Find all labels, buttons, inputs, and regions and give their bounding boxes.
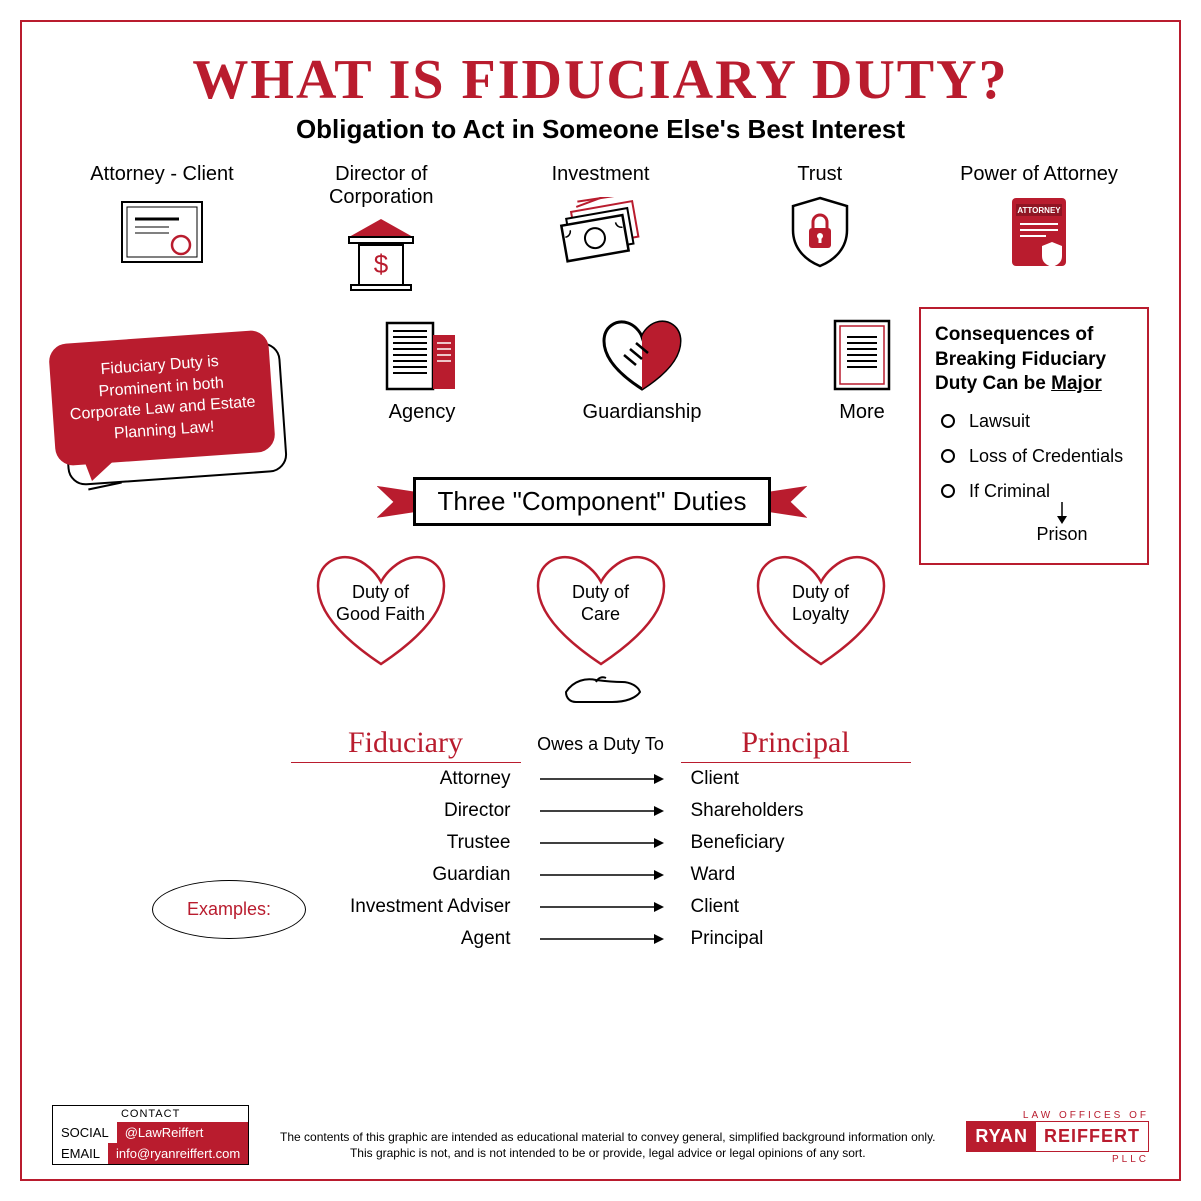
examples-oval: Examples:: [152, 880, 306, 939]
consequence-arrow: Prison: [991, 502, 1133, 545]
table-row: Director: [291, 795, 521, 827]
owes-duty-label: Owes a Duty To: [521, 734, 681, 755]
lined-doc-icon: [827, 317, 897, 393]
rel-guardianship: Guardianship: [572, 317, 712, 424]
subtitle: Obligation to Act in Someone Else's Best…: [52, 114, 1149, 145]
main-title: WHAT IS FIDUCIARY DUTY?: [52, 48, 1149, 112]
rel-investment: Investment: [511, 163, 691, 293]
consequences-title: Consequences of Breaking Fiduciary Duty …: [935, 323, 1133, 397]
heart-care: Duty ofCare: [526, 546, 676, 676]
right-arrow-icon: [521, 772, 681, 786]
principal-heading: Principal: [681, 726, 911, 763]
table-row: Principal: [681, 923, 911, 955]
money-stack-icon: [551, 194, 651, 270]
infographic-frame: WHAT IS FIDUCIARY DUTY? Obligation to Ac…: [20, 20, 1181, 1181]
footer: CONTACT SOCIAL @LawReiffert EMAIL info@r…: [52, 1105, 1149, 1165]
consequences-box: Consequences of Breaking Fiduciary Duty …: [919, 307, 1149, 565]
table-row: Ward: [681, 859, 911, 891]
hand-icon: [52, 670, 1149, 710]
speech-bubble: Fiduciary Duty is Prominent in both Corp…: [48, 329, 276, 466]
fiduciary-heading: Fiduciary: [291, 726, 521, 763]
svg-text:$: $: [374, 249, 389, 279]
hearts-row: Duty ofGood Faith Duty ofCare Duty ofLoy…: [52, 546, 1149, 676]
banner-wrap: Three "Component" Duties: [312, 477, 872, 526]
ribbon-right-icon: [765, 486, 807, 518]
table-row: Attorney: [291, 763, 521, 795]
table-row: Trustee: [291, 827, 521, 859]
consequence-item: Lawsuit: [941, 411, 1133, 432]
rel-director: Director of Corporation $: [291, 163, 471, 293]
certificate-icon: [117, 194, 207, 270]
handshake-heart-icon: [594, 317, 690, 393]
attorney-doc-icon: ATTORNEY: [1006, 194, 1072, 270]
table-row: Client: [681, 763, 911, 795]
rel-poa: Power of Attorney ATTORNEY: [949, 163, 1129, 293]
contact-social: SOCIAL @LawReiffert: [53, 1122, 248, 1143]
heart-loyalty: Duty ofLoyalty: [746, 546, 896, 676]
shield-lock-icon: [785, 194, 855, 270]
relationships-row-2: Agency Guardianship More: [352, 317, 932, 424]
rel-more: More: [792, 317, 932, 424]
right-arrow-icon: [521, 900, 681, 914]
disclaimer-text: The contents of this graphic are intende…: [269, 1129, 946, 1165]
contact-email: EMAIL info@ryanreiffert.com: [53, 1143, 248, 1164]
table-row: Guardian: [291, 859, 521, 891]
speech-bubble-wrap: Fiduciary Duty is Prominent in both Corp…: [52, 337, 312, 459]
consequence-item: If Criminal: [941, 481, 1133, 502]
buildings-icon: [377, 317, 467, 393]
rel-trust: Trust: [730, 163, 910, 293]
heart-good-faith: Duty ofGood Faith: [306, 546, 456, 676]
consequence-item: Loss of Credentials: [941, 446, 1133, 467]
right-arrow-icon: [521, 932, 681, 946]
right-arrow-icon: [521, 868, 681, 882]
right-arrow-icon: [521, 836, 681, 850]
rel-attorney-client: Attorney - Client: [72, 163, 252, 293]
row-2-wrap: Fiduciary Duty is Prominent in both Corp…: [52, 317, 1149, 459]
table-row: Client: [681, 891, 911, 923]
firm-logo: LAW OFFICES OF RYAN REIFFERT PLLC: [966, 1110, 1149, 1165]
table-row: Investment Adviser: [291, 891, 521, 923]
down-arrow-icon: [1055, 502, 1069, 524]
bank-dollar-icon: $: [341, 217, 421, 293]
table-row: Shareholders: [681, 795, 911, 827]
component-duties-banner: Three "Component" Duties: [377, 477, 808, 526]
svg-text:ATTORNEY: ATTORNEY: [1017, 206, 1061, 215]
table-row: Beneficiary: [681, 827, 911, 859]
table-row: Agent: [291, 923, 521, 955]
relationships-row-1: Attorney - Client Director of Corporatio…: [52, 163, 1149, 293]
right-arrow-icon: [521, 804, 681, 818]
rel-agency: Agency: [352, 317, 492, 424]
contact-box: CONTACT SOCIAL @LawReiffert EMAIL info@r…: [52, 1105, 249, 1165]
